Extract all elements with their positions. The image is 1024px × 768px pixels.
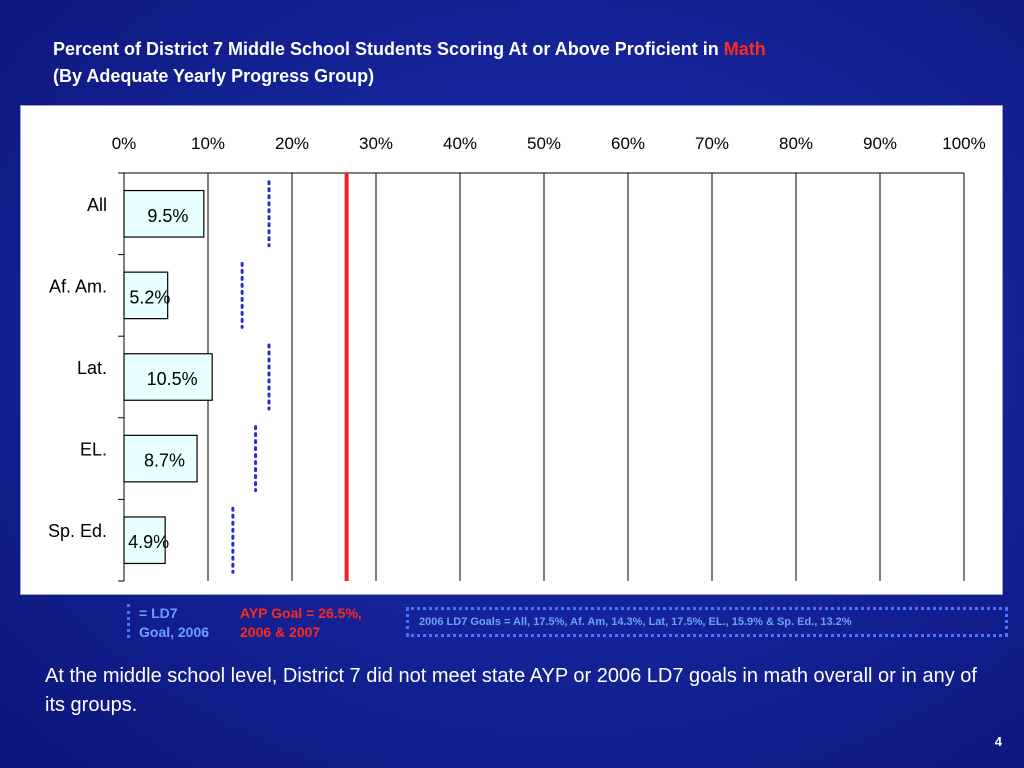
- data-label: 9.5%: [147, 206, 188, 226]
- x-tick-label: 80%: [779, 134, 813, 153]
- legend-ld7-line1: = LD7: [139, 605, 178, 621]
- x-tick-label: 40%: [443, 134, 477, 153]
- legend-ayp-goal: AYP Goal = 26.5%, 2006 & 2007: [240, 604, 362, 642]
- x-tick-label: 50%: [527, 134, 561, 153]
- data-label: 10.5%: [147, 369, 198, 389]
- data-label: 8.7%: [144, 451, 185, 471]
- x-tick-label: 70%: [695, 134, 729, 153]
- bar: [123, 434, 198, 483]
- data-label: 4.9%: [128, 532, 169, 552]
- bar: [123, 353, 213, 401]
- category-label: Lat.: [77, 358, 107, 378]
- title-line-1: Percent of District 7 Middle School Stud…: [53, 36, 1003, 63]
- x-tick-label: 0%: [112, 134, 137, 153]
- x-tick-label: 30%: [359, 134, 393, 153]
- x-tick-label: 20%: [275, 134, 309, 153]
- bar-chart: 0% 10% 20% 30% 40% 50% 60% 70% 80% 90% 100% All 9.5%…: [48, 134, 986, 582]
- title-prefix: Percent of District 7 Middle School Stud…: [53, 39, 719, 59]
- title-highlight: Math: [723, 39, 766, 59]
- x-tick-label: 100%: [942, 134, 985, 153]
- chart-area: 0% 10% 20% 30% 40% 50% 60% 70% 80% 90% 100% All 9.5%…: [20, 105, 1003, 595]
- x-tick-label: 90%: [863, 134, 897, 153]
- legend-ld7-line2: Goal, 2006: [139, 624, 210, 640]
- category-label: All: [87, 195, 107, 215]
- bar: [123, 189, 205, 238]
- legend-goal-marker: [127, 604, 130, 638]
- x-tick-label: 60%: [611, 134, 645, 153]
- bar: [123, 271, 169, 320]
- legend-ld7-goal: = LD7 Goal, 2006: [139, 604, 209, 642]
- ld7-goals-box: 2006 LD7 Goals = All, 17.5%, Af. Am, 14.…: [406, 607, 1008, 637]
- summary-text: At the middle school level, District 7 d…: [45, 665, 977, 716]
- x-tick-label: 10%: [191, 134, 225, 153]
- page-number: 4: [994, 734, 1002, 749]
- category-label: Af. Am.: [49, 276, 107, 296]
- category-label: EL.: [80, 440, 107, 460]
- category-label: Sp. Ed.: [48, 521, 107, 541]
- legend-ayp-line2: 2006 & 2007: [240, 624, 321, 640]
- legend-ayp-line1: AYP Goal = 26.5%,: [240, 605, 362, 621]
- title-line-2: (By Adequate Yearly Progress Group): [53, 66, 375, 86]
- ld7-goals-text: 2006 LD7 Goals = All, 17.5%, Af. Am, 14.…: [419, 616, 852, 628]
- bar: [123, 516, 166, 565]
- data-label: 5.2%: [129, 287, 170, 307]
- slide-title: Percent of District 7 Middle School Stud…: [53, 36, 1003, 90]
